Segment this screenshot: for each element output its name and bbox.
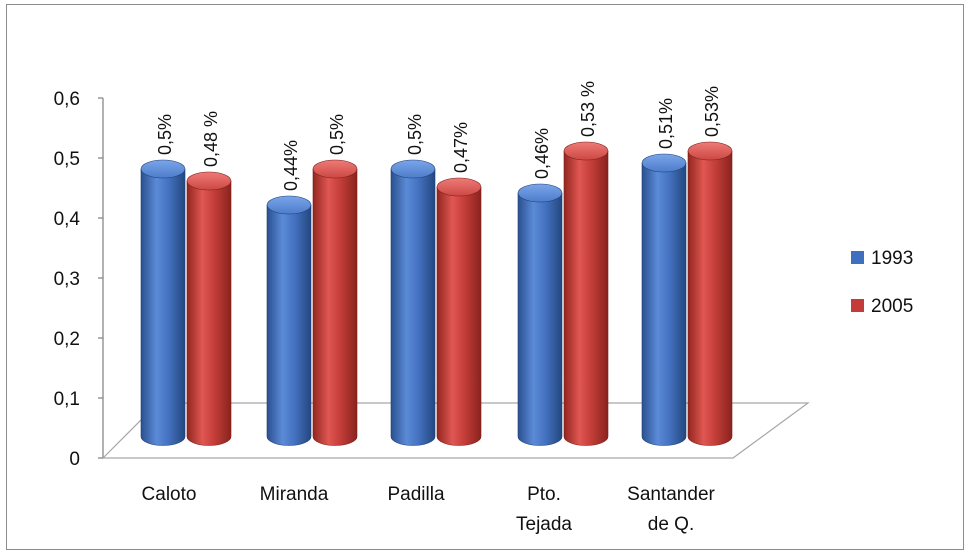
data-label: 0,5% xyxy=(327,114,347,155)
category-label: Pto. xyxy=(527,484,561,505)
category-label: Caloto xyxy=(142,484,197,505)
data-label: 0,53% xyxy=(702,86,722,137)
bar-body xyxy=(641,162,687,446)
y-tick-label: 0,6 xyxy=(54,89,80,110)
data-labels-group: 0,5% 0,48 % 0,44% 0,5% 0,5% 0,47% 0,46% 0,53 % 0… xyxy=(155,81,722,191)
bar-2005-0 xyxy=(186,171,232,446)
category-label: Padilla xyxy=(387,484,444,505)
bar-1993-3 xyxy=(517,183,563,446)
bar-top xyxy=(436,177,482,197)
bar-2005-4 xyxy=(687,141,733,446)
legend-swatch xyxy=(851,299,864,312)
bar-2005-3 xyxy=(563,141,609,446)
bar-top xyxy=(312,159,358,179)
y-tick-label: 0,4 xyxy=(54,209,81,230)
bar-top xyxy=(140,159,186,179)
bar-top xyxy=(517,183,563,203)
bar-2005-2 xyxy=(436,177,482,446)
bar-body xyxy=(390,168,436,446)
data-label: 0,46% xyxy=(532,128,552,179)
data-label: 0,47% xyxy=(451,122,471,173)
legend: 1993 2005 xyxy=(851,248,913,317)
y-tick-label: 0 xyxy=(69,449,80,470)
legend-label: 2005 xyxy=(871,296,913,317)
bar-body xyxy=(186,180,232,446)
bar-top xyxy=(687,141,733,161)
category-labels-group: Caloto Miranda Padilla Pto. Tejada Santander d… xyxy=(142,484,716,535)
data-label: 0,44% xyxy=(281,140,301,191)
data-label: 0,53 % xyxy=(578,81,598,137)
bar-top xyxy=(390,159,436,179)
data-label: 0,48 % xyxy=(201,111,221,167)
data-label: 0,5% xyxy=(155,114,175,155)
y-tick-label: 0,2 xyxy=(54,329,80,350)
bar-body xyxy=(312,168,358,446)
bar-body xyxy=(563,150,609,446)
bar-top xyxy=(641,153,687,173)
category-label: Tejada xyxy=(516,514,572,535)
bar-1993-4 xyxy=(641,153,687,446)
bars-group xyxy=(140,141,733,446)
bar-1993-1 xyxy=(266,195,312,446)
bar-top xyxy=(186,171,232,191)
bar-body xyxy=(687,150,733,446)
y-tick-label: 0,3 xyxy=(54,269,80,290)
bar-body xyxy=(517,192,563,446)
bar-body xyxy=(140,168,186,446)
data-label: 0,5% xyxy=(405,114,425,155)
category-label: de Q. xyxy=(648,514,694,535)
y-tick-label: 0,1 xyxy=(54,389,80,410)
data-label: 0,51% xyxy=(656,98,676,149)
category-label: Santander xyxy=(627,484,715,505)
bar-body xyxy=(436,186,482,446)
bar-top xyxy=(563,141,609,161)
bar-2005-1 xyxy=(312,159,358,446)
y-tick-label: 0,5 xyxy=(54,149,80,170)
bar-1993-2 xyxy=(390,159,436,446)
bar-1993-0 xyxy=(140,159,186,446)
category-label: Miranda xyxy=(260,484,329,505)
bar-body xyxy=(266,204,312,446)
legend-label: 1993 xyxy=(871,248,913,269)
y-tick-group: 0 0,1 0,2 0,3 0,4 0,5 0,6 xyxy=(54,89,103,470)
bar-top xyxy=(266,195,312,215)
legend-swatch xyxy=(851,251,864,264)
